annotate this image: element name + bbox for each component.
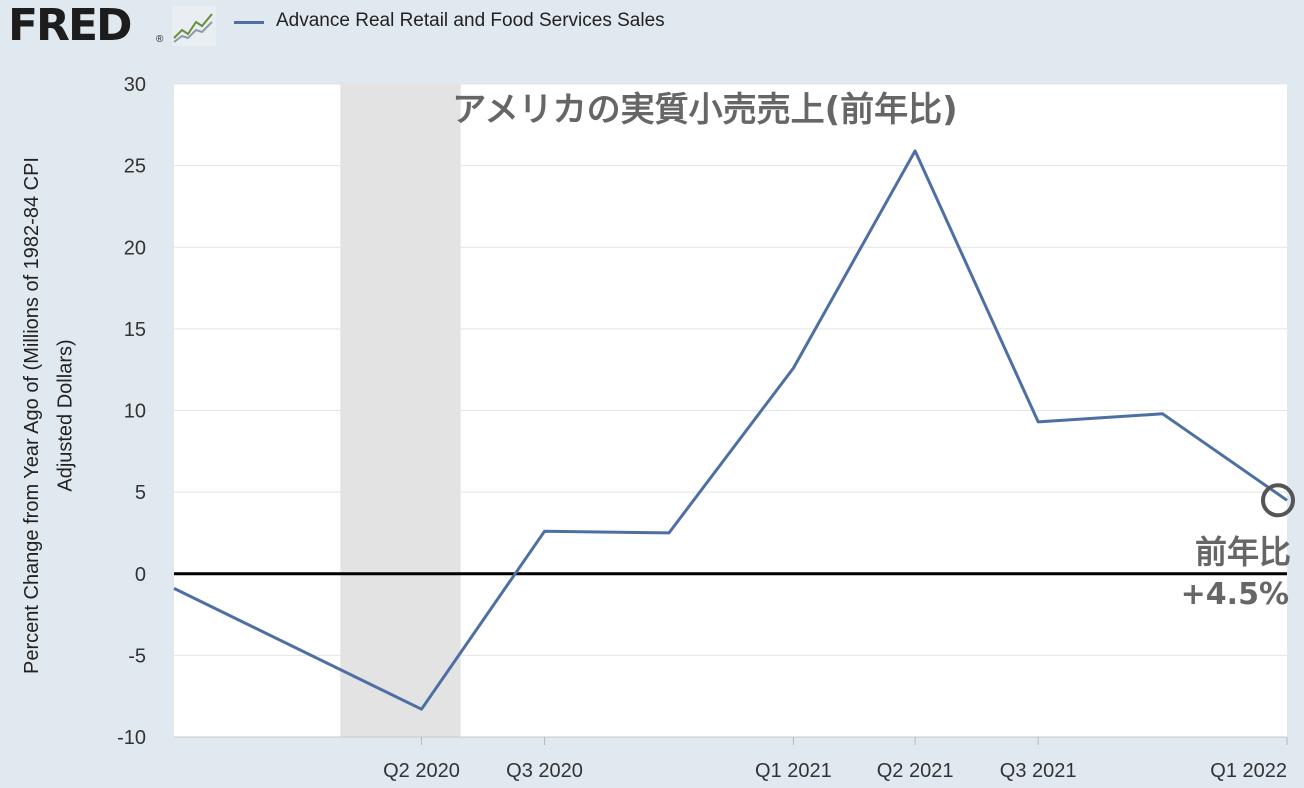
annotation-value: +4.5% xyxy=(1181,577,1289,612)
y-axis-title-line1: Percent Change from Year Ago of (Million… xyxy=(20,156,43,674)
y-tick-label: 30 xyxy=(124,74,146,96)
y-tick-label: 10 xyxy=(124,401,146,423)
y-tick-label: 0 xyxy=(135,564,146,586)
x-tick-label: Q2 2020 xyxy=(383,760,460,782)
chart-title: アメリカの実質小売売上(前年比) xyxy=(452,90,957,130)
y-tick-label: -5 xyxy=(128,645,146,667)
y-tick-label: -10 xyxy=(117,727,146,749)
annotation-label: 前年比 xyxy=(1195,533,1291,571)
y-tick-label: 25 xyxy=(124,156,146,178)
y-axis-title-line2: Adjusted Dollars) xyxy=(54,338,77,492)
fred-logo[interactable]: FRED xyxy=(8,0,133,51)
fred-registered-mark: ® xyxy=(156,34,164,45)
y-tick-label: 5 xyxy=(135,482,146,504)
series-line xyxy=(173,149,1288,711)
legend-label[interactable]: Advance Real Retail and Food Services Sa… xyxy=(276,10,665,31)
x-tick-label: Q2 2021 xyxy=(877,760,954,782)
x-tick-label: Q3 2021 xyxy=(1000,760,1077,782)
x-tick-label: Q3 2020 xyxy=(506,760,583,782)
legend-swatch xyxy=(234,21,264,24)
annotation-marker xyxy=(1261,483,1295,518)
x-tick-label: Q1 2022 xyxy=(1210,760,1287,782)
chart-header: FRED ® Advance Real Retail and Food Serv… xyxy=(0,0,1304,50)
y-tick-label: 20 xyxy=(124,237,146,259)
x-tick-label: Q1 2021 xyxy=(755,760,832,782)
fred-graph-icon xyxy=(172,6,216,46)
y-tick-label: 15 xyxy=(124,319,146,341)
